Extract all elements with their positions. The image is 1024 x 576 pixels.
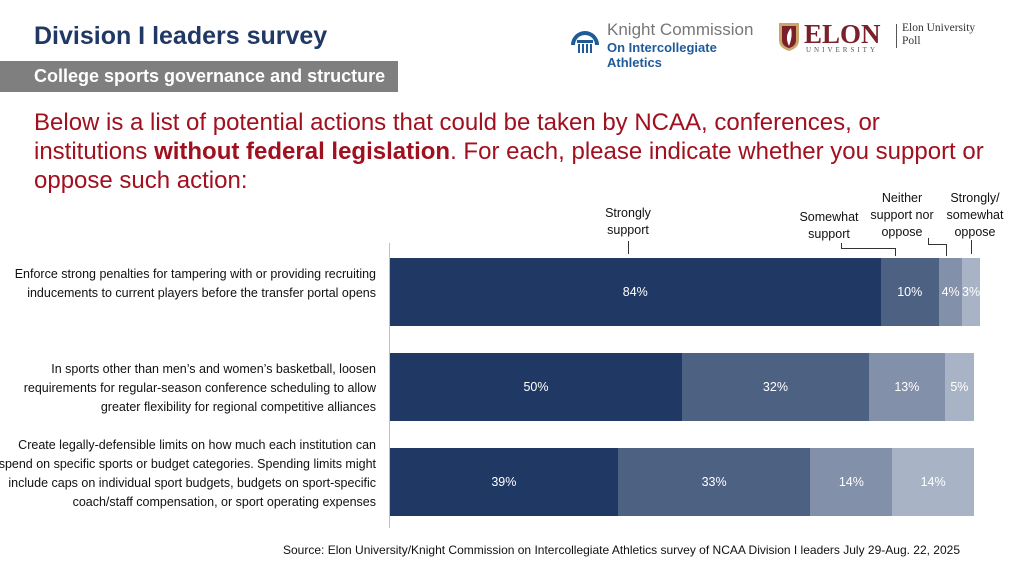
data-label: 13% [894, 380, 920, 394]
data-label: 14% [920, 475, 946, 489]
bar-segment: 33% [617, 448, 811, 516]
source-note: Source: Elon University/Knight Commissio… [283, 543, 960, 557]
survey-question: Below is a list of potential actions tha… [34, 109, 984, 194]
bar-segment: 10% [880, 258, 939, 326]
bar-segment: 14% [892, 448, 974, 516]
subtitle-bar [0, 61, 398, 92]
knight-commission-logo: Knight Commission On Intercollegiate Ath… [568, 20, 768, 70]
category-label: Enforce strong penalties for tampering w… [14, 267, 376, 300]
shield-icon [779, 23, 799, 51]
category-label: Create legally-defensible limits on how … [0, 438, 376, 509]
bar-segment: 84% [390, 258, 881, 326]
elon-university-logo: ELON UNIVERSITY Elon University Poll [778, 19, 998, 56]
page-title: Division I leaders survey [34, 22, 328, 50]
bar-segment: 13% [868, 353, 945, 421]
data-label: 39% [491, 475, 517, 489]
bar-segment: 14% [810, 448, 893, 516]
data-label: 14% [838, 475, 864, 489]
legend-oppose: Strongly/somewhat oppose [946, 191, 1004, 239]
legend-somewhat-support: Somewhat support [799, 210, 859, 241]
legend-neither: Neither support nor oppose [870, 191, 934, 239]
data-label: 5% [950, 380, 969, 394]
category-label: In sports other than men’s and women’s b… [23, 362, 376, 414]
bar-segment: 50% [390, 353, 682, 421]
bar-segment: 4% [938, 258, 963, 326]
data-label: 4% [941, 285, 960, 299]
legend-strongly-support: Strongly support [605, 206, 651, 237]
bar-segment: 3% [962, 258, 980, 326]
data-label: 50% [523, 380, 549, 394]
subtitle: College sports governance and structure [34, 66, 386, 86]
data-label: 10% [897, 285, 923, 299]
bar-segment: 5% [944, 353, 974, 421]
data-label: 3% [962, 285, 981, 299]
data-label: 32% [762, 380, 788, 394]
bar-segment: 39% [390, 448, 618, 516]
category-axis [389, 243, 390, 528]
data-label: 84% [622, 285, 648, 299]
data-label: 33% [701, 475, 727, 489]
dome-icon [571, 31, 599, 53]
bar-segment: 32% [682, 353, 869, 421]
